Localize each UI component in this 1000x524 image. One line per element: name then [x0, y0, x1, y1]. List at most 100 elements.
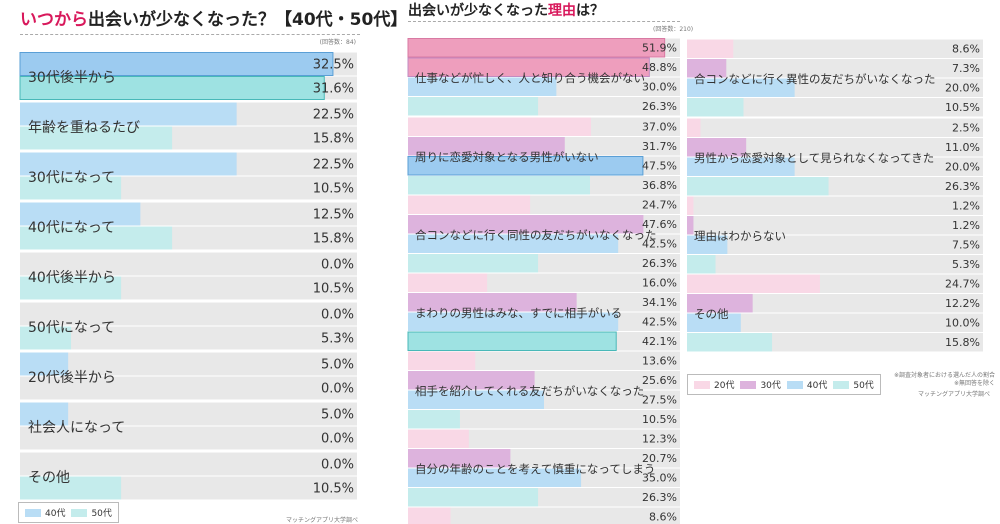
category-label: 20代後半から: [28, 370, 116, 387]
bar-50s: [408, 410, 460, 429]
value-label: 13.6%: [642, 355, 677, 368]
value-label: 0.0%: [321, 432, 354, 447]
bar-20s: [687, 196, 694, 215]
category-label: 年齢を重ねるたび: [28, 120, 140, 137]
value-label: 11.0%: [945, 141, 980, 154]
right-source-note: マッチングアプリ大学調べ: [918, 391, 991, 398]
left-chart-title: いつから出会いが少なくなった？【40代・50代】: [20, 5, 407, 30]
bar-50s: [20, 476, 122, 500]
legend-item-20s: 20代: [694, 378, 734, 391]
bar-50s: [20, 326, 72, 350]
bar-30s: [687, 294, 753, 313]
bar-50s: [687, 255, 716, 274]
value-label: 0.0%: [321, 258, 354, 273]
value-label: 31.7%: [642, 140, 677, 153]
bar-30s: [408, 293, 577, 312]
value-label: 20.0%: [945, 161, 980, 174]
category-label: 50代になって: [28, 320, 116, 337]
bar-track: [687, 216, 983, 235]
legend-item-30s: 30代: [740, 378, 781, 391]
bar-track: [20, 252, 357, 276]
bar-40s: [408, 312, 619, 331]
right-response-count: (回答数：210): [653, 26, 694, 33]
category-label: 40代後半から: [28, 270, 116, 287]
bar-50s: [408, 488, 539, 507]
left-title-highlight: いつから: [20, 10, 88, 30]
value-label: 26.3%: [945, 180, 980, 193]
bar-track: [408, 410, 680, 429]
bar-track: [408, 351, 680, 370]
value-label: 26.3%: [642, 100, 677, 113]
value-label: 42.1%: [642, 335, 677, 348]
bar-track: [20, 326, 357, 350]
bar-50s: [687, 98, 744, 117]
bar-50s: [407, 331, 617, 351]
category-label: 合コンなどに行く同性の友だちがいなくなった: [415, 227, 657, 242]
bar-track: [687, 235, 983, 254]
category-label: まわりの男性はみな、すでに相手がいる: [415, 305, 623, 320]
bar-track: [20, 452, 357, 476]
left-title-text: 出会いが少なくなった？【40代・50代】: [88, 10, 408, 30]
bar-50s: [20, 126, 173, 150]
bar-40s: [408, 234, 619, 253]
bar-50s: [687, 177, 829, 196]
left-chart-panel: いつから出会いが少なくなった？【40代・50代】 (回答数：84) 32.5% 3…: [0, 0, 407, 524]
left-source-note: マッチングアプリ大学調べ: [286, 517, 359, 524]
bar-40s: [20, 102, 237, 126]
value-label: 10.5%: [642, 413, 677, 426]
left-bar-chart: 32.5% 31.6% 22.5% 15.8% 22.5% 10.5% 12.5% 15.8%…: [19, 52, 357, 500]
bar-30s: [408, 449, 511, 468]
value-label: 31.6%: [313, 82, 354, 97]
bar-track: [408, 507, 680, 524]
bar-30s: [407, 57, 650, 77]
left-legend: 40代 50代: [18, 502, 119, 523]
value-label: 48.8%: [642, 61, 677, 74]
legend-item-40s: 40代: [25, 506, 65, 519]
bar-50s: [408, 254, 539, 273]
bar-40s: [687, 235, 728, 254]
bar-track: [687, 313, 983, 332]
bar-track: [687, 39, 983, 58]
value-label: 15.8%: [313, 132, 354, 147]
value-label: 0.0%: [321, 308, 354, 323]
left-title-divider: [20, 34, 360, 35]
value-label: 16.0%: [642, 277, 677, 290]
value-label: 0.0%: [321, 458, 354, 473]
category-label: その他: [694, 306, 729, 321]
bar-30s: [687, 138, 747, 157]
value-label: 10.5%: [313, 482, 354, 497]
value-label: 7.3%: [952, 62, 980, 75]
bar-40s: [20, 152, 237, 176]
bar-20s: [687, 39, 734, 58]
category-label: 自分の年齢のことを考えて慎重になってしまう: [415, 461, 656, 476]
category-label: 相手を紹介してくれる友だちがいなくなった: [415, 383, 645, 398]
legend-item-40s: 40代: [786, 378, 827, 391]
bar-20s: [408, 273, 488, 292]
right-chart-title: 出会いが少なくなった理由は？: [408, 3, 604, 19]
category-label: 30代後半から: [28, 70, 116, 87]
bar-50s: [408, 97, 539, 116]
value-label: 27.5%: [642, 394, 677, 407]
right-legend: 20代 30代 40代 50代: [687, 374, 881, 395]
category-label: 40代になって: [28, 220, 116, 237]
bar-track: [687, 118, 983, 137]
bar-30s: [408, 137, 565, 156]
value-label: 12.5%: [313, 208, 354, 223]
bar-40s: [687, 313, 741, 332]
bar-30s: [687, 59, 727, 78]
value-label: 51.9%: [642, 42, 677, 55]
bar-track: [20, 352, 357, 376]
bar-40s: [408, 77, 557, 96]
value-label: 25.6%: [642, 374, 677, 387]
value-label: 10.5%: [313, 282, 354, 297]
value-label: 8.6%: [952, 43, 980, 56]
bar-40s: [687, 157, 795, 176]
value-label: 42.5%: [642, 238, 677, 251]
category-label: 周りに恋愛対象となる男性がいない: [415, 149, 599, 164]
value-label: 20.7%: [642, 452, 677, 465]
bar-20s: [408, 351, 476, 370]
value-label: 32.5%: [313, 58, 354, 73]
bar-50s: [687, 333, 773, 352]
value-label: 0.0%: [321, 382, 354, 397]
bar-20s: [408, 195, 531, 214]
